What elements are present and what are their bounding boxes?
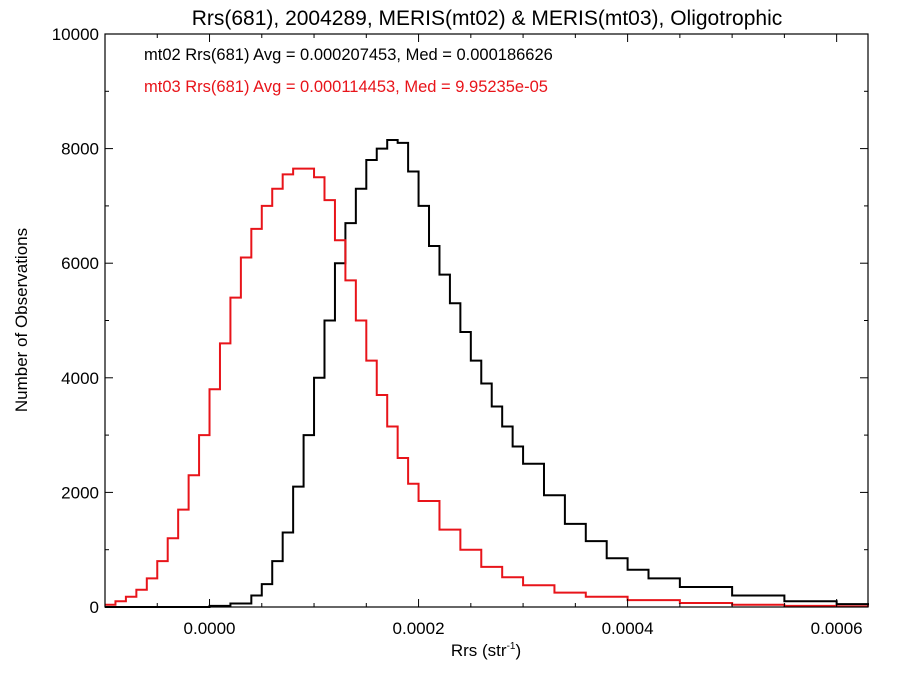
plot-frame	[104, 33, 869, 608]
x-tick-label: 0.0004	[602, 619, 654, 638]
legend-entry-mt02: mt02 Rrs(681) Avg = 0.000207453, Med = 0…	[144, 46, 553, 64]
series-line-mt03	[105, 167, 869, 608]
x-tick-label: 0.0000	[184, 619, 236, 638]
chart-title: Rrs(681), 2004289, MERIS(mt02) & MERIS(m…	[192, 7, 783, 30]
series-layer	[105, 139, 869, 608]
x-axis-label-text: Rrs (str	[451, 641, 507, 660]
x-tick-label: 0.0002	[393, 619, 445, 638]
y-tick-label: 2000	[61, 483, 99, 502]
y-tick-label: 6000	[61, 254, 99, 273]
x-axis-label: Rrs (str-1)	[451, 641, 521, 660]
series-line-mt02	[105, 139, 869, 608]
y-axis-label: Number of Observations	[12, 228, 31, 412]
x-axis-label-superscript: -1	[507, 641, 516, 652]
y-tick-label: 8000	[61, 140, 99, 159]
legend-entry-mt03: mt03 Rrs(681) Avg = 0.000114453, Med = 9…	[144, 78, 548, 96]
ticks-layer	[104, 33, 868, 608]
tick-labels-layer: 0.0000 0.0002 0.0004 0.0006 0 2000 4000 6000 800…	[52, 25, 863, 638]
y-tick-label: 10000	[52, 25, 99, 44]
x-axis-label-suffix: )	[515, 641, 521, 660]
x-tick-label: 0.0006	[811, 619, 863, 638]
y-tick-label: 0	[90, 598, 99, 617]
y-tick-label: 4000	[61, 369, 99, 388]
